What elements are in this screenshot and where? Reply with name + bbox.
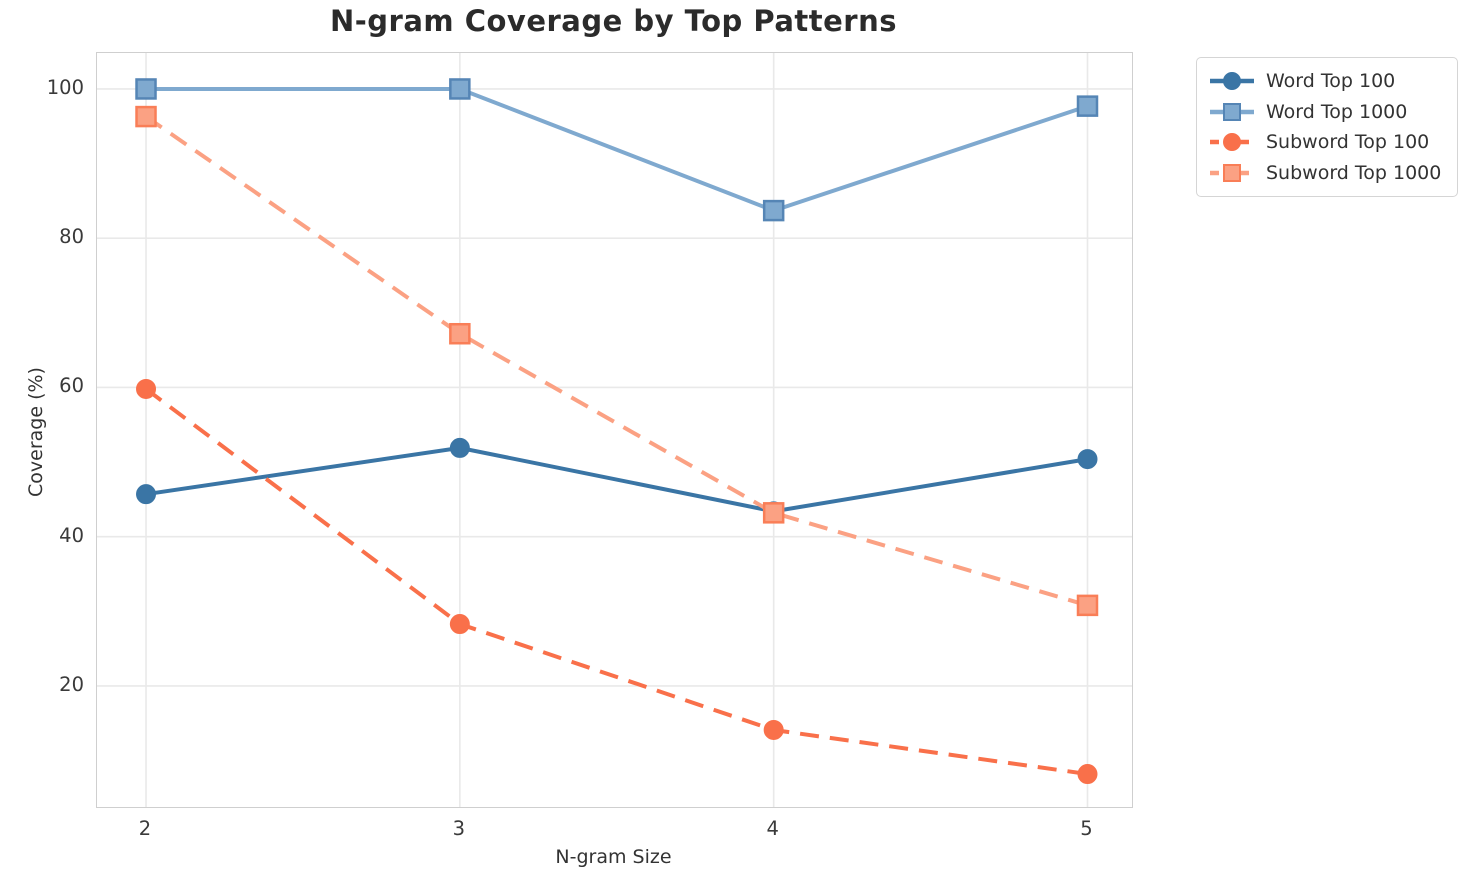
series-line-word-top-1000 xyxy=(146,86,1089,213)
data-point-marker-word-top-100 xyxy=(1077,449,1098,470)
legend-label: Subword Top 1000 xyxy=(1266,161,1442,184)
y-axis-label: Coverage (%) xyxy=(25,367,47,497)
data-point-marker-subword-top-1000 xyxy=(762,502,785,524)
x-tick-label: 2 xyxy=(138,817,152,840)
y-tick-label: 40 xyxy=(59,523,84,547)
data-point-marker-word-top-1000 xyxy=(135,78,157,100)
data-point-marker-word-top-1000 xyxy=(1076,95,1099,117)
plot-area xyxy=(96,52,1133,808)
data-point-marker-subword-top-100 xyxy=(1077,764,1098,785)
legend-line-sample-icon xyxy=(1209,160,1255,186)
legend-line-sample-icon xyxy=(1209,99,1255,125)
legend-swatch-word-top-100-icon xyxy=(1210,72,1254,91)
legend-swatch-subword-top-1000-icon xyxy=(1210,163,1254,182)
data-point-marker-word-top-100 xyxy=(449,437,470,458)
legend-item: Word Top 100 xyxy=(1209,66,1449,97)
chart-title: N-gram Coverage by Top Patterns xyxy=(329,4,898,38)
legend-item: Subword Top 100 xyxy=(1209,127,1449,158)
legend-item: Word Top 1000 xyxy=(1209,97,1449,128)
legend-label: Subword Top 100 xyxy=(1266,131,1430,154)
legend-swatch-subword-top-100-icon xyxy=(1210,133,1254,152)
y-tick-label: 20 xyxy=(59,672,84,696)
series-line-subword-top-1000 xyxy=(144,114,1089,608)
x-tick-label: 4 xyxy=(766,817,779,840)
y-tick-label: 60 xyxy=(59,374,84,398)
data-point-marker-word-top-1000 xyxy=(449,78,471,100)
legend-line-sample-icon xyxy=(1209,129,1255,155)
legend: Word Top 100 Word Top 1000 Subword Top 1… xyxy=(1196,57,1458,197)
data-point-marker-word-top-1000 xyxy=(762,199,785,222)
legend-line-sample-icon xyxy=(1209,68,1255,94)
series-line-word-top-100 xyxy=(145,445,1088,514)
data-point-marker-subword-top-1000 xyxy=(135,105,157,128)
x-tick-label: 3 xyxy=(452,817,466,840)
data-point-marker-subword-top-100 xyxy=(136,378,157,399)
data-point-marker-subword-top-100 xyxy=(763,719,784,740)
x-axis-label: N-gram Size xyxy=(555,846,672,868)
legend-item: Subword Top 1000 xyxy=(1209,158,1449,189)
data-point-marker-subword-top-100 xyxy=(449,614,470,635)
series-line-subword-top-100 xyxy=(144,387,1088,776)
legend-swatch-word-top-1000-icon xyxy=(1210,102,1254,121)
data-point-marker-word-top-100 xyxy=(136,484,157,505)
legend-label: Word Top 100 xyxy=(1266,70,1396,93)
y-tick-label: 100 xyxy=(46,75,84,99)
data-point-marker-subword-top-1000 xyxy=(449,322,471,345)
plot-canvas xyxy=(97,53,1132,807)
x-tick-label: 5 xyxy=(1080,817,1093,840)
y-tick-label: 80 xyxy=(59,225,84,249)
legend-label: Word Top 1000 xyxy=(1266,100,1408,123)
data-point-marker-subword-top-1000 xyxy=(1076,594,1099,617)
